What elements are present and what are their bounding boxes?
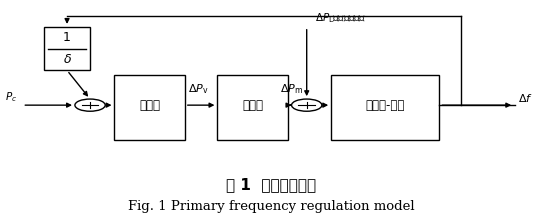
- Bar: [217, 75, 288, 140]
- Text: $\Delta f$: $\Delta f$: [518, 92, 533, 104]
- Text: $P_c$: $P_c$: [5, 90, 17, 104]
- Bar: [331, 75, 439, 140]
- Text: 图 1  一次调频模型: 图 1 一次调频模型: [226, 177, 317, 192]
- Text: $\delta$: $\delta$: [62, 53, 72, 66]
- Text: $\Delta P_{\rm m}$: $\Delta P_{\rm m}$: [280, 83, 304, 96]
- Text: 调速器: 调速器: [139, 99, 160, 112]
- Text: Fig. 1 Primary frequency regulation model: Fig. 1 Primary frequency regulation mode…: [128, 200, 415, 213]
- Text: 原动机: 原动机: [242, 99, 263, 112]
- Bar: [115, 75, 185, 140]
- Text: 1: 1: [63, 31, 71, 44]
- Bar: [44, 27, 90, 70]
- Text: $\Delta P_{\rm L}$负荷功率变化: $\Delta P_{\rm L}$负荷功率变化: [315, 11, 366, 25]
- Text: $\Delta P_{\rm v}$: $\Delta P_{\rm v}$: [188, 83, 209, 96]
- Text: 发电机-负荷: 发电机-负荷: [365, 99, 405, 112]
